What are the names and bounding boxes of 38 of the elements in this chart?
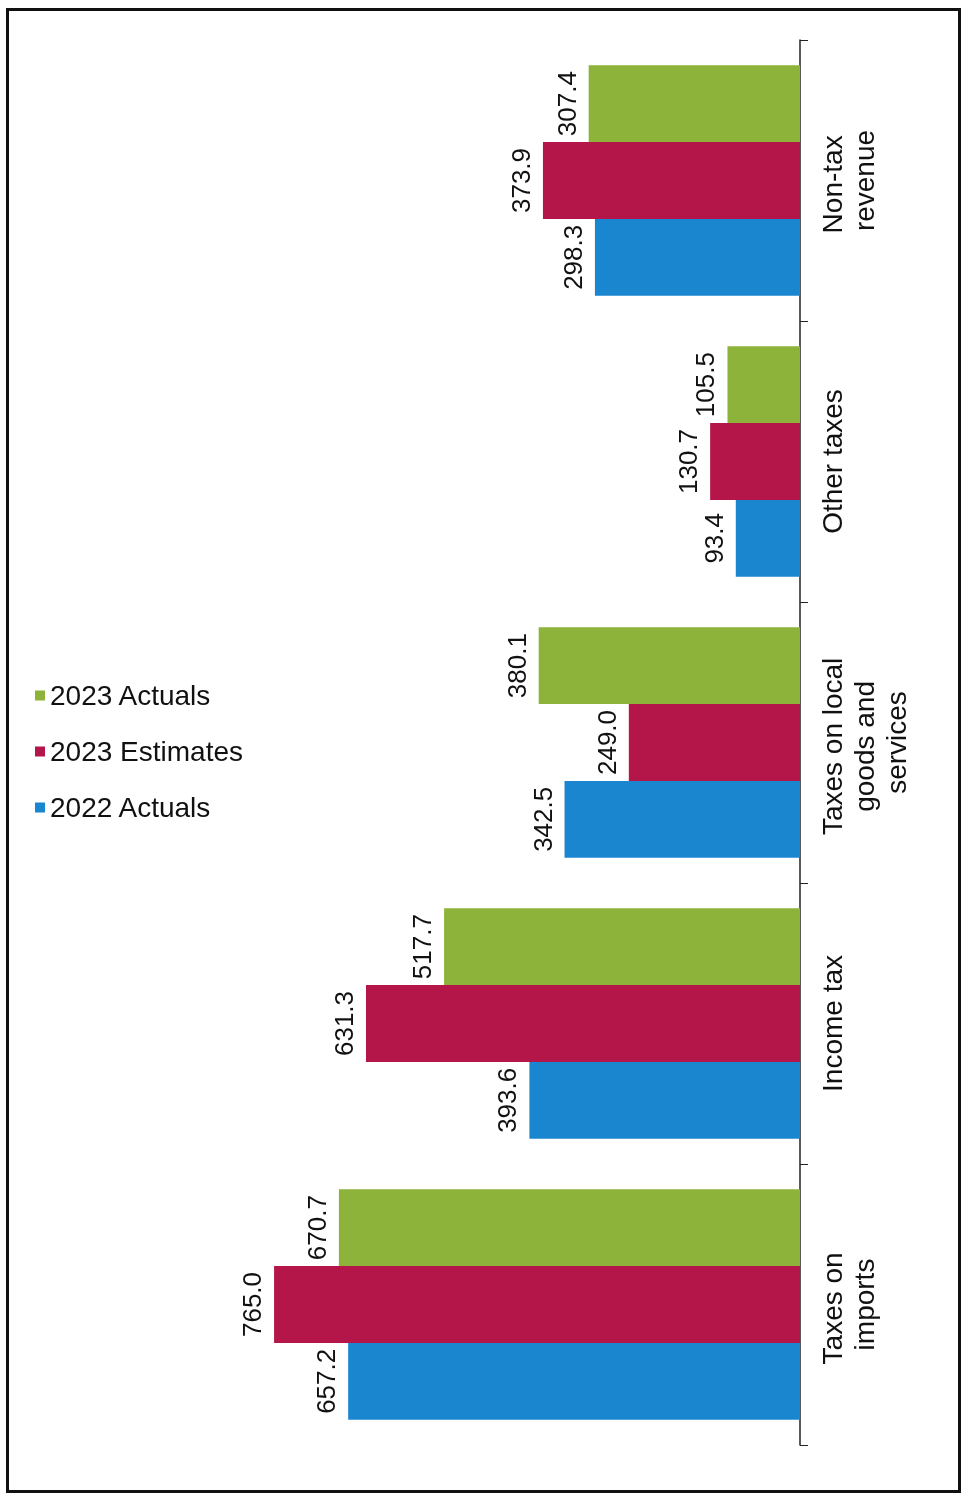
data-label: 298.3 [557, 224, 588, 290]
data-label: 657.2 [311, 1348, 342, 1414]
data-label: 307.4 [551, 71, 582, 137]
data-label: 765.0 [237, 1271, 268, 1338]
bar [628, 704, 800, 781]
data-label: 249.0 [591, 709, 622, 776]
bar [529, 1061, 800, 1139]
bar [727, 346, 800, 424]
data-label: 373.9 [505, 147, 536, 214]
bar [735, 499, 800, 577]
y-tick-label: Other taxes [816, 389, 848, 534]
data-label: 380.1 [501, 633, 532, 699]
bar [542, 142, 800, 219]
data-label: 393.6 [492, 1067, 523, 1133]
bar [338, 1189, 800, 1267]
y-tick-label: Taxes on imports [816, 1244, 880, 1365]
y-tick-label: Non-tax revenue [816, 127, 880, 234]
bar [444, 908, 800, 986]
bar [710, 423, 800, 500]
data-label: 670.7 [301, 1195, 332, 1261]
legend-label: 2023 Actuals [50, 680, 211, 711]
data-label: 93.4 [698, 513, 729, 564]
legend-label: 2022 Actuals [50, 792, 211, 823]
bar [348, 1342, 800, 1420]
bar [594, 218, 800, 296]
bar [538, 627, 800, 705]
data-label: 342.5 [527, 786, 558, 852]
data-label: 517.7 [407, 914, 438, 980]
bar [274, 1266, 800, 1343]
data-label: 105.5 [690, 352, 721, 418]
legend-label: 2023 Estimates [50, 736, 243, 767]
y-tick-label: Income tax [816, 955, 848, 1092]
bar [564, 780, 800, 858]
data-label: 130.7 [673, 428, 704, 495]
data-label: 631.3 [328, 990, 359, 1057]
y-tick-label: Taxes on local goods and services [816, 649, 912, 836]
bar [365, 985, 800, 1062]
bar [588, 65, 800, 143]
